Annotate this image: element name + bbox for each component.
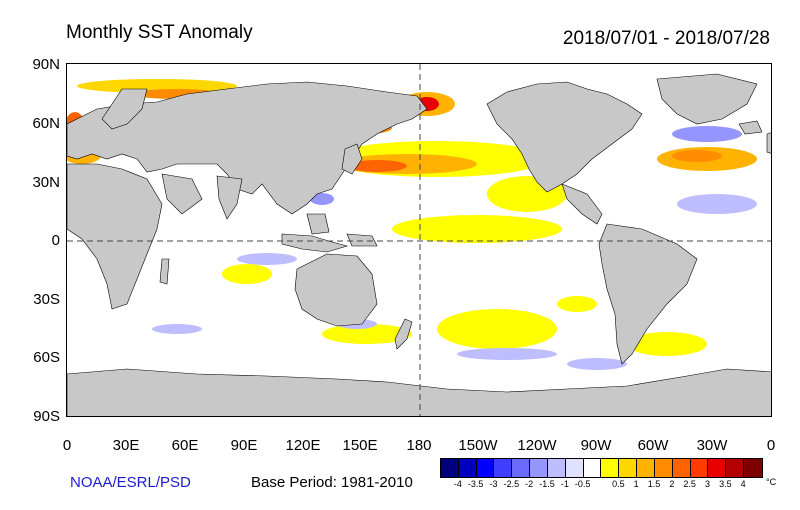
colorbar-swatch bbox=[672, 459, 691, 477]
lon-label-180: 180 bbox=[406, 437, 432, 454]
lat-label-60s: 60S bbox=[33, 349, 60, 366]
colorbar-tick-label: 0.5 bbox=[612, 479, 625, 489]
colorbar-tick-label: 2 bbox=[669, 479, 675, 489]
colorbar-tick-label: -3.5 bbox=[467, 479, 484, 489]
colorbar-tick-label: -1.5 bbox=[539, 479, 555, 489]
map-title: Monthly SST Anomaly bbox=[66, 22, 253, 43]
warm-patch-east-pacific bbox=[557, 296, 597, 312]
land-borneo bbox=[306, 213, 330, 235]
lon-label-0: 0 bbox=[62, 437, 72, 454]
warm-patch-south-atlantic bbox=[627, 332, 707, 356]
lon-label-30w: 30W bbox=[696, 437, 728, 454]
land-australia bbox=[294, 253, 378, 327]
land-greenland bbox=[656, 73, 758, 125]
warm-patch-kuroshio-core bbox=[347, 160, 407, 172]
colorbar-tick-label: 3.5 bbox=[719, 479, 732, 489]
colorbar-swatch bbox=[547, 459, 566, 477]
colorbar-tick-label: -2 bbox=[525, 479, 534, 489]
colorbar bbox=[440, 458, 763, 478]
date-range: 2018/07/01 - 2018/07/28 bbox=[562, 28, 770, 49]
cool-patch-south-africa bbox=[152, 324, 202, 334]
land-north-america bbox=[486, 81, 643, 193]
lat-label-90n: 90N bbox=[32, 56, 60, 73]
land-uk bbox=[766, 132, 771, 154]
land-layer bbox=[67, 73, 771, 416]
lon-label-150e: 150E bbox=[342, 437, 378, 454]
base-period-label: Base Period: 1981-2010 bbox=[251, 474, 413, 491]
land-new-guinea bbox=[346, 233, 378, 247]
colorbar-swatch bbox=[476, 459, 495, 477]
land-africa bbox=[67, 163, 163, 310]
lon-label-60w: 60W bbox=[637, 437, 669, 454]
lon-label-90w: 90W bbox=[580, 437, 612, 454]
lon-label-0-east: 0 bbox=[766, 437, 776, 454]
colorbar-tick-label: -2.5 bbox=[503, 479, 520, 489]
warm-patch-gulf-stream-core bbox=[672, 150, 722, 162]
colorbar-swatch bbox=[690, 459, 709, 477]
colorbar-swatch bbox=[708, 459, 727, 477]
lat-label-90s: 90S bbox=[33, 408, 60, 425]
colorbar-swatch bbox=[654, 459, 673, 477]
colorbar-tick-label: -1 bbox=[560, 479, 569, 489]
colorbar-tick-label: 4 bbox=[740, 479, 746, 489]
land-new-zealand bbox=[394, 318, 413, 350]
colorbar-units: °C bbox=[766, 477, 777, 487]
land-central-america bbox=[561, 183, 603, 225]
land-indonesia bbox=[281, 233, 349, 253]
lon-label-30e: 30E bbox=[112, 437, 140, 454]
colorbar-tick-label: 2.5 bbox=[683, 479, 696, 489]
land-scandinavia bbox=[101, 88, 148, 130]
warm-patch-arctic-europe bbox=[77, 79, 237, 93]
colorbar-swatch bbox=[637, 459, 655, 477]
cool-patch-drake bbox=[567, 358, 627, 370]
colorbar-swatch bbox=[619, 459, 638, 477]
lon-label-120w: 120W bbox=[517, 437, 557, 454]
colorbar-swatch bbox=[601, 459, 620, 477]
colorbar-tick-label: 3 bbox=[704, 479, 711, 489]
land-japan bbox=[341, 143, 363, 175]
lat-label-60n: 60N bbox=[32, 115, 60, 132]
colorbar-tick-labels: -4 -3.5 -3 -2.5 -2 -1.5 -1 -0.5 0.5 1 1.5 2 2.5 3 3.5 4 bbox=[440, 479, 761, 491]
colorbar-tick-label: -4 bbox=[453, 479, 462, 489]
lat-label-0: 0 bbox=[51, 232, 60, 249]
lat-label-30n: 30N bbox=[32, 174, 60, 191]
colorbar-swatch bbox=[494, 459, 513, 477]
colorbar-tick-label: -0.5 bbox=[574, 479, 591, 489]
land-eurasia bbox=[67, 81, 428, 215]
colorbar-swatch bbox=[744, 459, 762, 477]
warm-patch-tasman bbox=[322, 324, 412, 344]
colorbar-swatch bbox=[458, 459, 477, 477]
colorbar-swatch bbox=[565, 459, 584, 477]
colorbar-swatch bbox=[583, 459, 602, 477]
cool-patch-labrador bbox=[672, 126, 742, 142]
land-arabia bbox=[161, 173, 203, 215]
cool-patch-tropical-atlantic bbox=[677, 194, 757, 214]
colorbar-tick-label: -3 bbox=[489, 479, 498, 489]
sst-anomaly-map bbox=[66, 63, 772, 417]
colorbar-swatch bbox=[441, 459, 459, 477]
lon-label-90e: 90E bbox=[230, 437, 258, 454]
warm-patch-indian bbox=[222, 264, 272, 284]
cool-patch-south-china-sea bbox=[310, 193, 334, 205]
land-iceland bbox=[738, 120, 763, 135]
land-madagascar bbox=[159, 258, 170, 285]
lon-label-120e: 120E bbox=[285, 437, 321, 454]
lon-label-60e: 60E bbox=[171, 437, 199, 454]
world-map-svg bbox=[67, 64, 771, 416]
lon-label-150w: 150W bbox=[458, 437, 498, 454]
warm-patch-south-pacific bbox=[437, 309, 557, 349]
land-india bbox=[216, 175, 243, 220]
colorbar-swatch bbox=[512, 459, 531, 477]
warm-patch-equatorial bbox=[392, 215, 562, 243]
colorbar-tick-label: 1 bbox=[633, 479, 639, 489]
land-south-america bbox=[598, 223, 698, 365]
lat-label-30s: 30S bbox=[33, 291, 60, 308]
colorbar-swatch bbox=[530, 459, 548, 477]
land-antarctica bbox=[67, 368, 771, 416]
colorbar-swatch bbox=[726, 459, 745, 477]
cool-patch-indian bbox=[237, 253, 297, 265]
colorbar-tick-label: 1.5 bbox=[647, 479, 661, 489]
data-source-label: NOAA/ESRL/PSD bbox=[70, 474, 191, 491]
cool-patch-southern-pacific bbox=[457, 348, 557, 360]
